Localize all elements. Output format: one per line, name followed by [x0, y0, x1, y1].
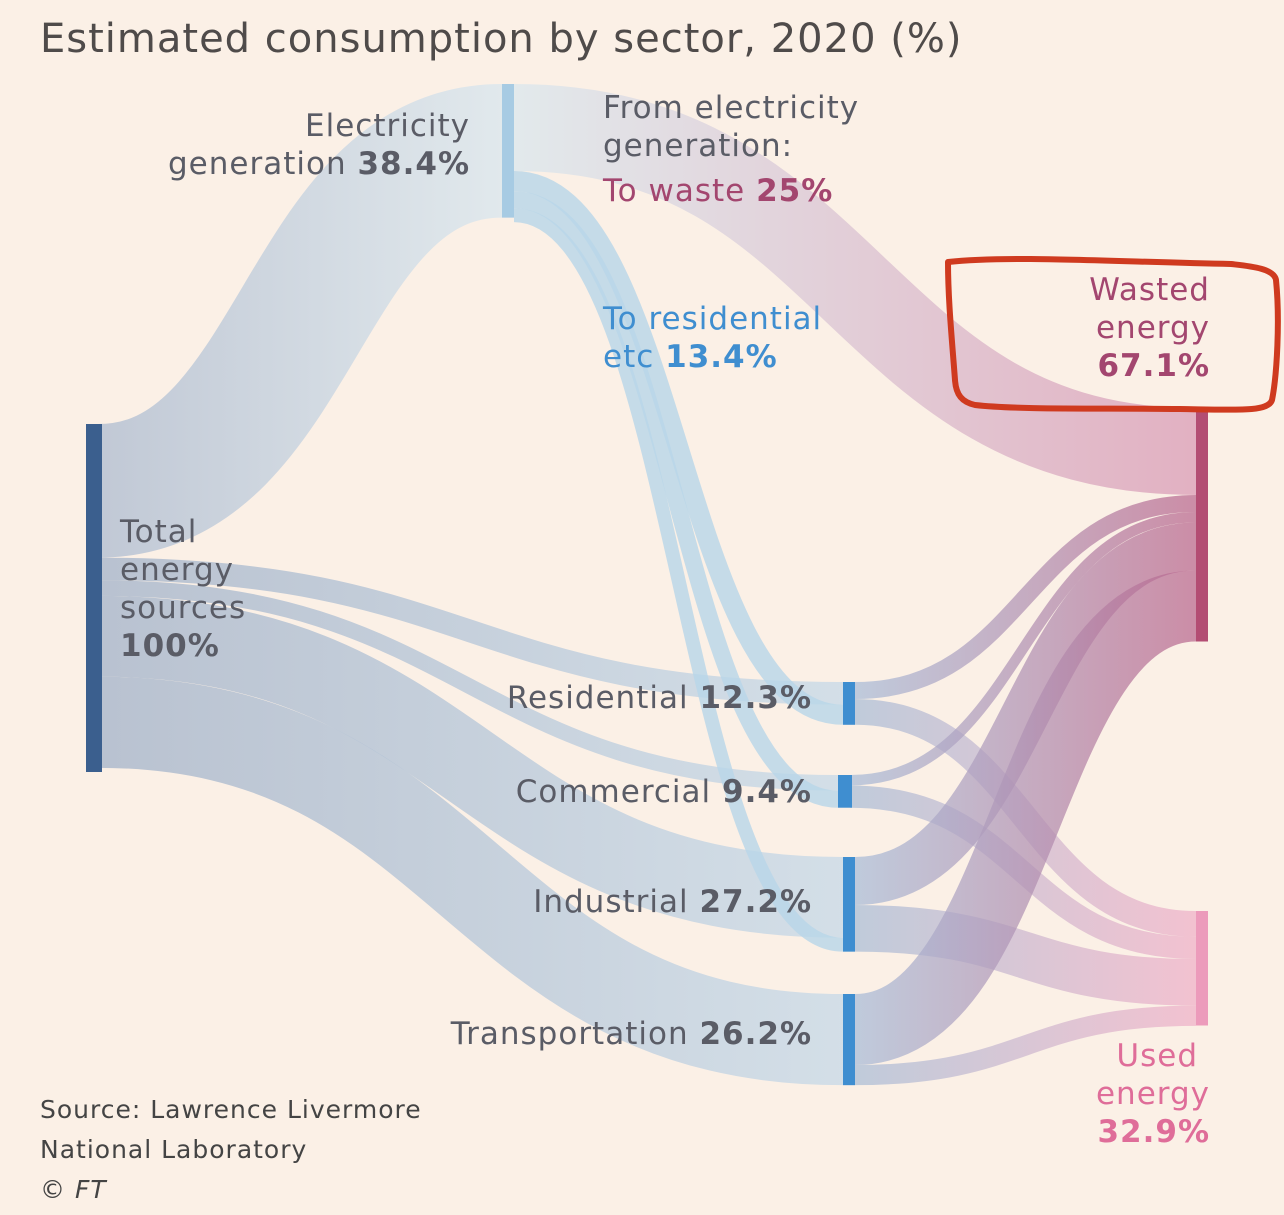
highlight-box	[945, 255, 1281, 413]
flow-commercial-to-wasted	[849, 512, 1197, 786]
flow-total-to-transportation	[97, 676, 844, 1086]
total-label-line2: energy	[120, 552, 234, 588]
to-waste-value: 25%	[756, 173, 833, 209]
transportation-value: 26.2%	[699, 1016, 812, 1052]
node-bars	[86, 84, 1208, 1086]
chart-title: Estimated consumption by sector, 2020 (%…	[40, 16, 962, 62]
node-bar-industrial	[843, 857, 855, 952]
residential-name: Residential	[507, 680, 689, 716]
commercial-value: 9.4%	[722, 774, 812, 810]
wasted-label-line2: energy	[1096, 310, 1210, 346]
residential-value: 12.3%	[699, 680, 812, 716]
from-electricity-line1: From electricity	[603, 90, 859, 126]
source-line2: National Laboratory	[40, 1135, 307, 1164]
node-bar-electricity	[502, 84, 514, 218]
flow-links	[94, 84, 1199, 1086]
node-bar-transportation	[843, 994, 855, 1086]
from-electricity-line2: generation:	[603, 128, 793, 164]
to-residential-line2: etc 13.4%	[603, 339, 778, 375]
source-note: Source: Lawrence Livermore National Labo…	[40, 1095, 422, 1204]
used-label-line2: energy	[1096, 1076, 1210, 1112]
electricity-label-line2: generation 38.4%	[168, 146, 470, 182]
from-electricity-annotation: From electricity generation: To waste 25…	[602, 90, 859, 375]
to-waste-name: To waste	[602, 173, 745, 209]
industrial-name: Industrial	[533, 884, 688, 920]
transportation-name: Transportation	[450, 1016, 689, 1052]
node-bar-wasted	[1196, 408, 1208, 642]
to-waste-label: To waste 25%	[602, 173, 833, 209]
used-label: Used energy 32.9%	[1096, 1038, 1210, 1150]
electricity-label: Electricity generation 38.4%	[168, 108, 470, 182]
commercial-name: Commercial	[516, 774, 711, 810]
industrial-label: Industrial 27.2%	[533, 884, 812, 920]
electricity-value: 38.4%	[357, 146, 470, 182]
residential-label: Residential 12.3%	[507, 680, 812, 716]
to-residential-line1: To residential	[602, 301, 822, 337]
to-residential-name: etc	[603, 339, 654, 375]
flow-electricity-to-industrial	[513, 208, 844, 952]
node-bar-commercial	[838, 775, 852, 808]
industrial-value: 27.2%	[699, 884, 812, 920]
wasted-label-line1: Wasted	[1089, 272, 1210, 308]
flow-total-to-commercial	[97, 580, 839, 791]
total-value: 100%	[120, 628, 220, 664]
used-value: 32.9%	[1097, 1114, 1210, 1150]
flow-electricity-to-residential	[513, 171, 844, 725]
flow-total-to-industrial	[97, 595, 844, 938]
flow-electricity-to-commercial	[513, 191, 839, 808]
used-label-line1: Used	[1116, 1038, 1198, 1074]
node-bar-total	[86, 424, 102, 772]
flow-industrial-to-used	[854, 905, 1197, 1006]
transportation-label: Transportation 26.2%	[450, 1016, 812, 1052]
wasted-label: Wasted energy 67.1%	[1089, 272, 1210, 384]
node-bar-used	[1196, 911, 1208, 1026]
flow-industrial-to-wasted	[853, 522, 1198, 906]
node-bar-residential	[843, 682, 855, 725]
flow-electricity-to-wasted	[513, 84, 1197, 495]
flow-residential-to-wasted	[854, 495, 1197, 700]
electricity-label-name: generation	[168, 146, 347, 182]
total-label-line3: sources	[120, 590, 246, 626]
wasted-value: 67.1%	[1097, 348, 1210, 384]
electricity-label-line1: Electricity	[305, 108, 470, 144]
source-line1: Source: Lawrence Livermore	[40, 1095, 422, 1124]
flow-transportation-to-wasted	[852, 570, 1199, 1065]
total-label: Total energy sources 100%	[119, 514, 246, 664]
total-label-line1: Total	[119, 514, 197, 550]
flow-total-to-electricity	[94, 84, 506, 558]
commercial-label: Commercial 9.4%	[516, 774, 812, 810]
to-residential-value: 13.4%	[665, 339, 778, 375]
ft-credit: © FT	[40, 1175, 107, 1204]
flow-transportation-to-used	[854, 1005, 1197, 1086]
